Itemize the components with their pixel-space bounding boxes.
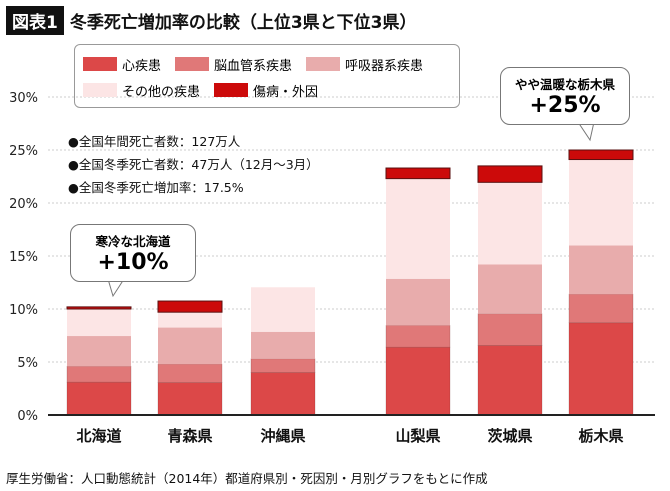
- bar-segment: [478, 182, 542, 265]
- source-note: 厚生労働省：人口動態統計（2014年）都道府県別・死因別・月別グラフをもとに作成: [6, 471, 488, 486]
- x-tick-label: 山梨県: [395, 427, 440, 445]
- note: ●全国年間死亡者数：127万人: [68, 134, 241, 149]
- y-tick-label: 30%: [9, 91, 38, 106]
- bar-segment: [568, 322, 634, 416]
- x-tick-label: 青森県: [167, 427, 212, 445]
- note: ●全国冬季死亡増加率：17.5%: [68, 180, 244, 195]
- bar-segment: [66, 365, 132, 383]
- callout-label: やや温暖な栃木県: [514, 77, 615, 92]
- legend-label: 傷病・外因: [253, 84, 319, 100]
- bar-segment: [386, 178, 450, 279]
- bar-segment: [569, 245, 633, 295]
- bar-segment: [385, 167, 451, 180]
- bar-segment: [478, 264, 542, 314]
- bar-segment: [386, 278, 450, 326]
- y-tick-label: 25%: [9, 144, 38, 159]
- figure-label: 図表1: [6, 5, 64, 35]
- legend-swatch: [214, 83, 249, 97]
- legend-swatch: [306, 57, 341, 71]
- bar-segment: [568, 149, 634, 161]
- legend-swatch: [175, 57, 210, 71]
- legend-swatch: [83, 57, 117, 71]
- bar-segment: [157, 382, 223, 416]
- bar-segment: [67, 336, 131, 367]
- legend-item: 呼吸器系疾患: [306, 51, 423, 77]
- bar-segment: [66, 306, 132, 310]
- bar-segment: [66, 381, 132, 416]
- callout-value: +25%: [529, 93, 601, 118]
- x-tick-label: 茨城県: [487, 427, 532, 445]
- note: ●全国冬季死亡者数：47万人（12月〜3月）: [68, 157, 319, 172]
- bar-segment: [251, 331, 315, 359]
- bar-segment: [250, 358, 316, 373]
- bar-segment: [568, 293, 634, 324]
- notes: ●全国年間死亡者数：127万人 ●全国冬季死亡者数：47万人（12月〜3月） ●…: [68, 130, 319, 199]
- legend-item: 脳血管系疾患: [175, 51, 292, 77]
- bar-segment: [158, 312, 222, 328]
- bar-segment: [251, 287, 315, 332]
- y-tick-label: 10%: [9, 303, 38, 318]
- legend-label: 脳血管系疾患: [214, 58, 293, 74]
- bar-segment: [385, 325, 451, 348]
- y-tick-label: 20%: [9, 197, 38, 212]
- y-tick-label: 15%: [9, 250, 38, 265]
- legend-label: 呼吸器系疾患: [345, 58, 424, 74]
- bar-segment: [477, 313, 543, 346]
- legend: 心疾患 脳血管系疾患 呼吸器系疾患 その他の疾患 傷病・外因: [74, 44, 460, 108]
- chart-title: 冬季死亡増加率の比較（上位3県と下位3県）: [69, 12, 417, 33]
- bar-segment: [67, 309, 131, 337]
- title-bar: 図表1 冬季死亡増加率の比較（上位3県と下位3県）: [6, 5, 417, 35]
- callout-value: +10%: [97, 250, 169, 275]
- bar-segment: [569, 159, 633, 246]
- legend-label: その他の疾患: [122, 84, 201, 100]
- bar-segment: [477, 345, 543, 416]
- x-tick-label: 栃木県: [578, 427, 623, 445]
- callout-hokkaido: 寒冷な北海道 +10%: [70, 224, 196, 282]
- legend-item: 心疾患: [83, 51, 161, 77]
- bar-segment: [157, 300, 223, 313]
- legend-label: 心疾患: [122, 58, 162, 74]
- y-tick-label: 5%: [17, 356, 38, 371]
- bar-segment: [158, 327, 222, 365]
- legend-item: その他の疾患: [83, 77, 200, 103]
- legend-swatch: [83, 83, 117, 97]
- bar-segment: [157, 363, 223, 383]
- x-tick-label: 沖縄県: [260, 427, 305, 445]
- y-tick-label: 0%: [17, 409, 38, 424]
- legend-item: 傷病・外因: [214, 77, 318, 103]
- callout-tochigi: やや温暖な栃木県 +25%: [500, 67, 630, 125]
- x-tick-label: 北海道: [76, 427, 121, 445]
- bar-segment: [250, 372, 316, 416]
- bar-segment: [385, 346, 451, 416]
- bar-segment: [477, 165, 543, 183]
- callout-label: 寒冷な北海道: [95, 234, 171, 249]
